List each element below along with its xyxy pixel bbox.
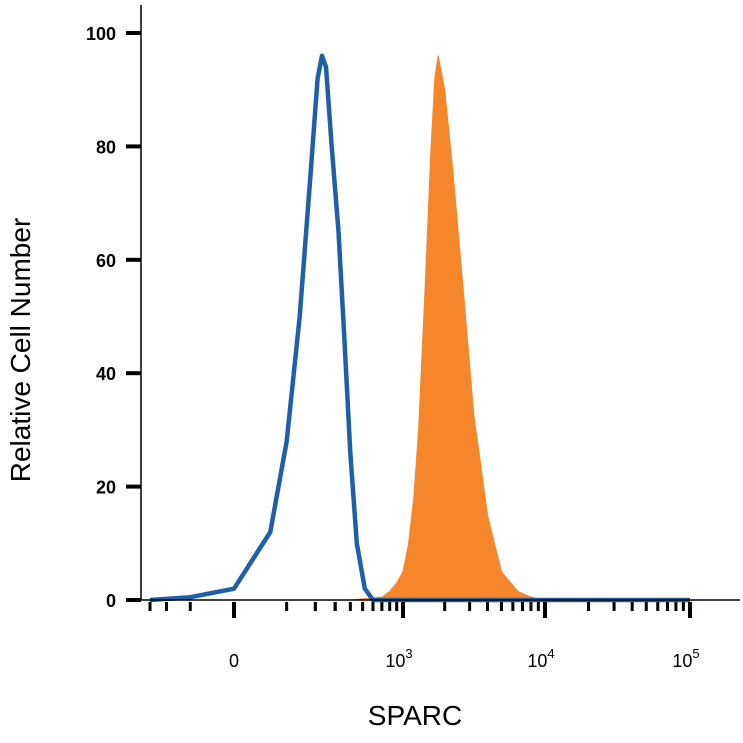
x-minor-tick <box>388 602 392 611</box>
x-minor-tick <box>468 602 472 611</box>
y-tick <box>126 257 141 262</box>
x-tick-label: 0 <box>229 651 239 671</box>
x-minor-tick <box>361 602 365 611</box>
y-axis-title: Relative Cell Number <box>5 218 36 483</box>
outline-histogram <box>149 53 690 603</box>
x-tick <box>543 602 547 618</box>
x-minor-tick <box>681 602 685 611</box>
y-tick-label: 80 <box>96 137 116 157</box>
x-minor-tick <box>164 602 168 611</box>
x-minor-tick <box>333 602 337 611</box>
y-tick <box>126 144 141 149</box>
y-tick <box>126 31 141 35</box>
x-minor-tick <box>395 602 399 611</box>
x-minor-tick <box>644 602 648 611</box>
axis-layer: 0 20 40 60 80 100 0 103 104 105 <box>86 5 740 671</box>
y-tick-label: 20 <box>96 478 116 498</box>
x-axis-title: SPARC <box>368 700 462 731</box>
x-tick <box>401 602 405 618</box>
x-minor-tick <box>443 602 447 611</box>
y-tick-label: 60 <box>96 251 116 271</box>
x-minor-tick <box>348 602 352 611</box>
x-minor-tick <box>665 602 669 611</box>
filled-histogram <box>150 55 690 601</box>
y-tick-label: 0 <box>106 591 116 611</box>
x-minor-tick <box>485 602 489 611</box>
x-tick-label: 104 <box>527 646 554 671</box>
y-tick <box>126 371 141 376</box>
x-minor-tick <box>380 602 384 611</box>
y-tick-label: 100 <box>86 24 116 44</box>
x-minor-tick <box>371 602 375 611</box>
y-tick <box>126 598 141 602</box>
x-minor-tick <box>511 602 515 611</box>
x-minor-tick <box>521 602 525 611</box>
x-minor-tick <box>499 602 503 611</box>
x-minor-tick <box>313 602 317 611</box>
x-tick <box>688 602 692 618</box>
x-tick-label: 105 <box>672 646 699 671</box>
x-minor-tick <box>612 602 616 611</box>
x-minor-tick <box>674 602 678 611</box>
x-minor-tick <box>630 602 634 611</box>
x-minor-tick <box>188 602 192 611</box>
series-layer <box>149 53 690 603</box>
x-minor-tick <box>285 602 289 611</box>
x-minor-tick <box>148 602 152 611</box>
x-minor-tick <box>536 602 540 611</box>
x-minor-tick <box>529 602 533 611</box>
x-minor-tick <box>656 602 660 611</box>
y-tick <box>126 484 141 489</box>
x-tick <box>232 602 236 618</box>
x-tick-label: 103 <box>385 646 412 671</box>
y-tick-label: 40 <box>96 364 116 384</box>
x-minor-tick <box>587 602 591 611</box>
